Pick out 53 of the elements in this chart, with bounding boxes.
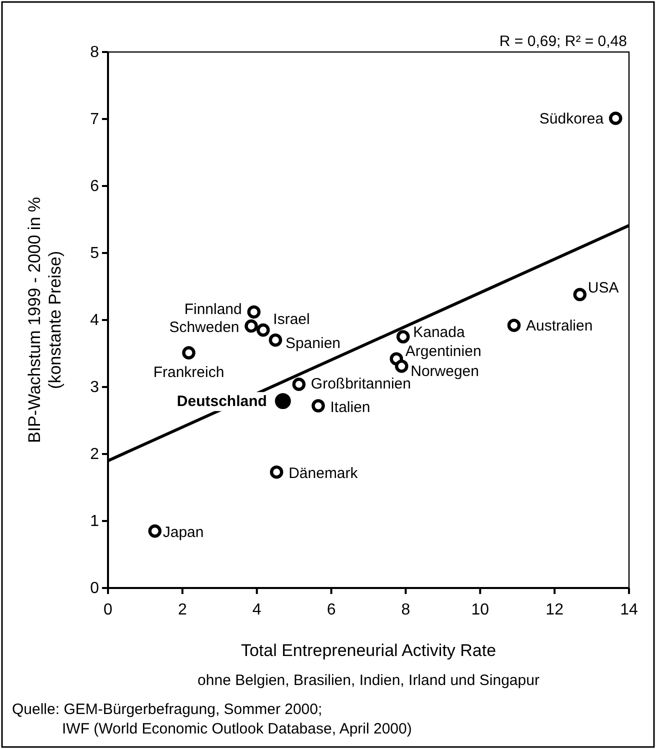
y-tick-label: 8 — [90, 44, 100, 62]
point — [573, 288, 587, 302]
y-tick-label: 1 — [90, 513, 100, 530]
point — [256, 323, 270, 337]
y-axis-title: BIP-Wachstum 1999 - 2000 in % (konstante Preise) — [25, 197, 64, 443]
x-axis-title: Total Entrepreneurial Activity Rate — [240, 641, 496, 660]
annotation: Frankreich — [153, 364, 224, 381]
point — [608, 112, 622, 125]
annotation: Deutschland — [176, 393, 267, 410]
annotation: Australien — [526, 317, 593, 334]
annotation: Schweden — [169, 319, 240, 336]
point — [247, 305, 261, 319]
annotation: Großbritannien — [310, 375, 411, 392]
annotation: Finnland — [184, 300, 242, 318]
point — [270, 465, 284, 479]
x-tick-label: 6 — [326, 602, 336, 619]
annotation: Südkorea — [539, 110, 604, 128]
point — [244, 319, 258, 333]
annotation: Kanada — [413, 324, 466, 341]
point — [312, 399, 325, 412]
x-tick-label: 10 — [471, 602, 490, 619]
annotation: Israel — [273, 311, 310, 328]
annotation: Spanien — [285, 335, 341, 352]
x-tick-label: 2 — [178, 602, 187, 619]
point — [268, 333, 282, 347]
point — [507, 318, 521, 332]
y-tick-label: 3 — [90, 379, 100, 396]
y-tick-label: 6 — [90, 178, 100, 196]
x-tick-label: 12 — [546, 602, 564, 619]
x-tick-label: 14 — [620, 602, 638, 619]
point — [292, 378, 306, 391]
y-tick-label: 7 — [90, 111, 100, 128]
annotation: USA — [588, 280, 619, 297]
annotation: Italien — [330, 398, 370, 416]
annotation: Norwegen — [410, 363, 479, 380]
point — [148, 524, 162, 538]
y-tick-label: 2 — [90, 446, 100, 464]
text: R = 0,69; R² = 0,48 — [499, 33, 627, 50]
x-tick-label: 4 — [252, 602, 262, 619]
text: ohne Belgien, Brasilien, Indien, Irland und Singapur — [198, 672, 540, 689]
annotation: Japan — [162, 524, 204, 542]
y-tick-label: 5 — [90, 245, 100, 262]
point — [394, 360, 408, 373]
source-note: Quelle: GEM-Bürgerbefragung, Sommer 2000; IWF (World Economic Outlook Database, April 2000) — [12, 701, 412, 738]
point — [182, 346, 196, 360]
y-tick-label: 4 — [90, 312, 100, 330]
x-tick-label: 8 — [401, 602, 410, 619]
x-tick-label: 0 — [104, 602, 113, 619]
point — [274, 393, 291, 410]
y-tick-label: 0 — [90, 580, 100, 598]
annotation: Argentinien — [405, 342, 482, 360]
point — [396, 330, 410, 344]
annotation: Dänemark — [288, 465, 358, 482]
